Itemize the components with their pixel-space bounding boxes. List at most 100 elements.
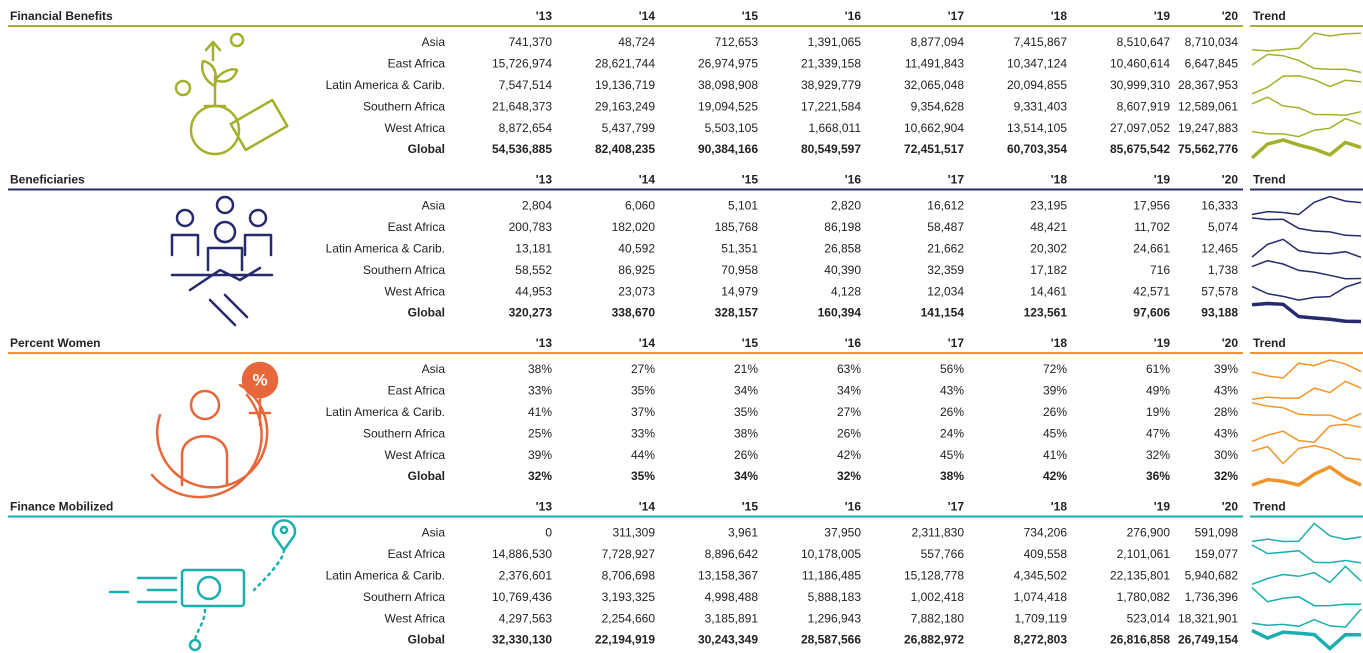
column-header: '16 [845,336,862,350]
column-header: '14 [639,336,656,350]
cell-value: 4,297,563 [499,611,553,625]
cell-value: 320,273 [509,306,553,320]
row-label: Asia [422,362,446,376]
page: % Financial Benefits'13'14'15'16'17'18'1… [0,0,1363,653]
plant-money-icon [176,34,287,154]
cell-value: 5,437,799 [602,121,656,135]
column-header: '14 [639,9,656,23]
row-label: Global [408,469,445,483]
cell-value: 4,128 [831,284,861,298]
cell-value: 26,749,154 [1178,633,1238,647]
cell-value: 23,073 [618,284,655,298]
cell-value: 58,487 [927,220,964,234]
column-header: '18 [1051,173,1068,187]
sparkline [1252,218,1361,236]
row-label: Latin America & Carib. [326,241,445,255]
cell-value: 28,587,566 [801,633,861,647]
cell-value: 43% [940,384,964,398]
cell-value: 39% [1043,384,1067,398]
column-header: '15 [742,9,759,23]
cell-value: 9,331,403 [1014,99,1068,113]
column-header: '19 [1154,500,1171,514]
column-header: '16 [845,9,862,23]
cell-value: 24% [940,426,964,440]
cell-value: 734,206 [1024,526,1068,540]
cell-value: 3,193,325 [602,590,656,604]
cell-value: 14,461 [1030,284,1067,298]
cell-value: 19,094,525 [698,99,758,113]
column-header: '16 [845,500,862,514]
cell-value: 21,339,158 [801,57,861,71]
cell-value: 32% [528,469,552,483]
column-header: '20 [1222,9,1239,23]
cell-value: 26,816,858 [1110,633,1170,647]
cell-value: 159,077 [1195,547,1239,561]
cell-value: 45% [1043,426,1067,440]
cell-value: 328,157 [715,306,759,320]
row-label: East Africa [388,384,446,398]
cell-value: 49% [1146,384,1170,398]
cell-value: 97,606 [1133,306,1170,320]
cell-value: 1,709,119 [1015,611,1068,625]
cell-value: 2,101,061 [1117,547,1171,561]
cell-value: 38% [528,362,552,376]
trend-header: Trend [1253,9,1286,23]
cell-value: 27% [631,362,655,376]
cell-value: 20,302 [1030,241,1067,255]
column-header: '18 [1051,9,1068,23]
cell-value: 29,163,249 [595,99,655,113]
section-title: Financial Benefits [10,9,113,23]
cell-value: 80,549,597 [801,142,861,156]
cell-value: 1,738 [1208,263,1238,277]
cell-value: 72% [1043,362,1067,376]
cell-value: 123,561 [1024,306,1068,320]
cell-value: 4,345,502 [1014,568,1068,582]
cell-value: 11,491,843 [905,57,964,71]
row-label: West Africa [385,284,446,298]
cell-value: 63% [837,362,861,376]
cell-value: 741,370 [509,35,553,49]
cell-value: 34% [734,469,758,483]
cell-value: 26,974,975 [698,57,758,71]
cell-value: 21,648,373 [492,99,552,113]
cell-value: 58,552 [515,263,552,277]
column-header: '17 [948,336,965,350]
cell-value: 10,347,124 [1007,57,1067,71]
column-header: '13 [536,336,553,350]
cell-value: 14,886,530 [492,547,552,561]
cell-value: 3,961 [728,526,758,540]
cell-value: 591,098 [1195,526,1239,540]
cell-value: 40,592 [618,241,655,255]
column-header: '13 [536,173,553,187]
cell-value: 37% [631,405,655,419]
cell-value: 24,661 [1133,241,1170,255]
cell-value: 60,703,354 [1007,142,1067,156]
cell-value: 42% [1043,469,1067,483]
sparkline [1252,239,1361,257]
cell-value: 1,780,082 [1117,590,1171,604]
cell-value: 57,578 [1201,284,1238,298]
cell-value: 32% [837,469,861,483]
cell-value: 45% [940,448,964,462]
cell-value: 8,510,647 [1117,35,1171,49]
cell-value: 38% [734,426,758,440]
row-label: Southern Africa [363,590,445,604]
column-header: '20 [1222,500,1239,514]
cell-value: 10,662,904 [904,121,964,135]
section-title: Finance Mobilized [10,500,113,514]
cell-value: 8,710,034 [1185,35,1239,49]
row-label: Latin America & Carib. [326,78,445,92]
cell-value: 6,060 [625,199,655,213]
row-label: West Africa [385,448,446,462]
cell-value: 8,607,919 [1117,99,1171,113]
row-label: East Africa [388,547,446,561]
column-header: '20 [1222,173,1239,187]
cell-value: 12,465 [1201,241,1238,255]
cell-value: 5,888,183 [808,590,862,604]
column-header: '13 [536,500,553,514]
cell-value: 36% [1146,469,1170,483]
cell-value: 16,333 [1201,199,1238,213]
cell-value: 43% [1214,384,1238,398]
sparkline [1252,424,1361,442]
cell-value: 26% [734,448,758,462]
